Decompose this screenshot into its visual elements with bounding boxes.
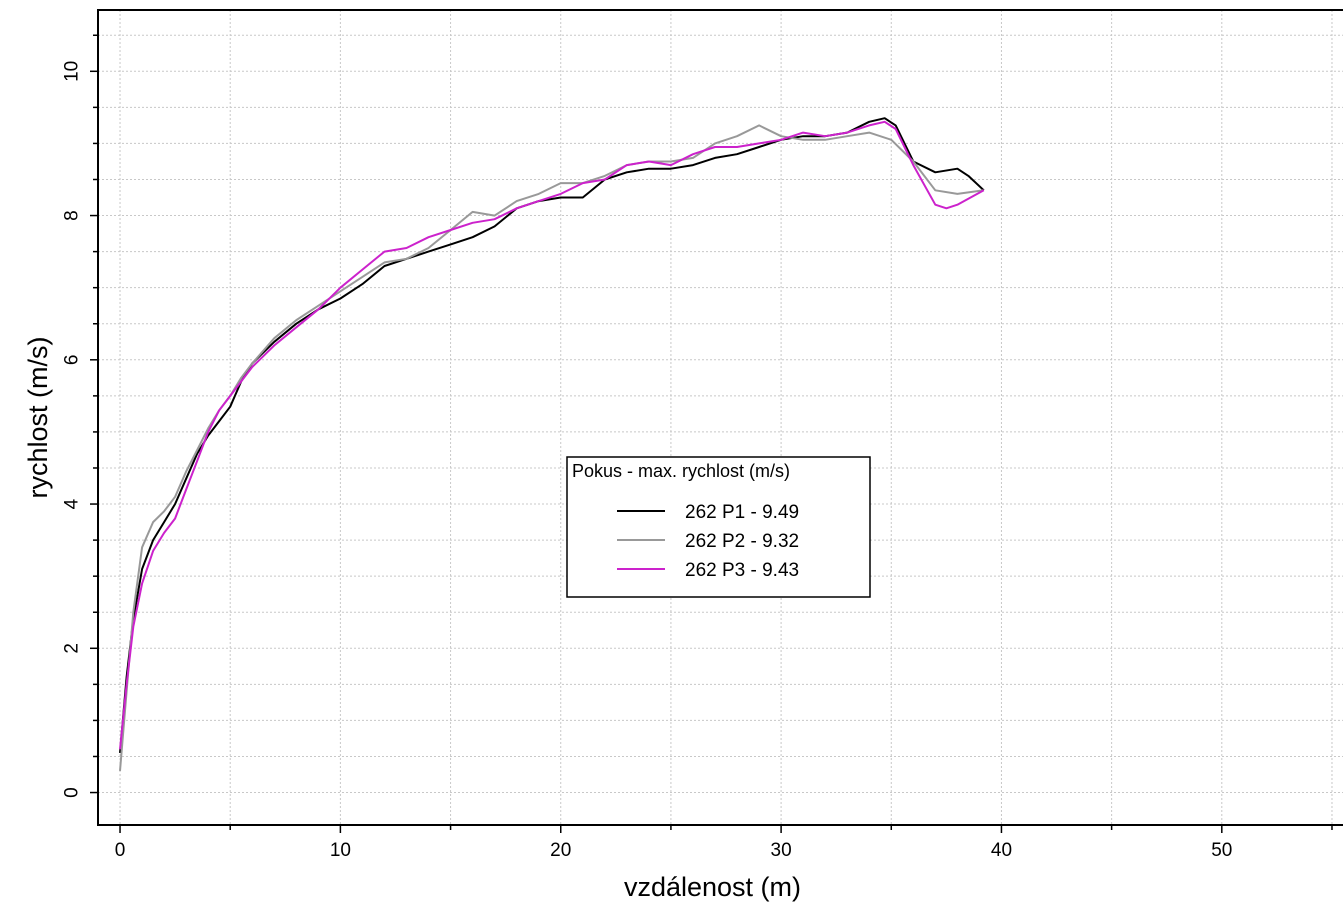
legend: Pokus - max. rychlost (m/s) 262 P1 - 9.4… bbox=[566, 456, 871, 598]
legend-label-p3: 262 P3 - 9.43 bbox=[685, 560, 799, 581]
grid bbox=[98, 10, 1343, 825]
x-tick-label: 50 bbox=[1211, 840, 1232, 861]
y-tick-label: 4 bbox=[62, 498, 83, 509]
x-axis-title: vzdálenost (m) bbox=[624, 872, 801, 902]
y-tick-label: 6 bbox=[62, 355, 83, 366]
plot-background bbox=[98, 10, 1343, 825]
legend-title: Pokus - max. rychlost (m/s) bbox=[572, 461, 790, 481]
y-tick-label: 8 bbox=[62, 210, 83, 221]
y-tick-label: 10 bbox=[62, 61, 83, 82]
x-tick-label: 20 bbox=[550, 840, 571, 861]
y-tick-label: 2 bbox=[62, 643, 83, 654]
x-tick-label: 10 bbox=[330, 840, 351, 861]
y-axis-title: rychlost (m/s) bbox=[23, 337, 53, 499]
legend-items: 262 P1 - 9.49 262 P2 - 9.32 262 P3 - 9.43 bbox=[617, 502, 799, 581]
plot-frame bbox=[97, 9, 1343, 826]
series-layer bbox=[119, 117, 985, 771]
x-tick-label: 40 bbox=[991, 840, 1012, 861]
axes: 0 10 20 30 40 50 0 2 4 6 8 10 bbox=[62, 34, 1333, 861]
series-line-p3 bbox=[119, 120, 985, 750]
x-tick-label: 0 bbox=[115, 840, 126, 861]
legend-label-p1: 262 P1 - 9.49 bbox=[685, 502, 799, 523]
y-tick-label: 0 bbox=[62, 787, 83, 798]
legend-label-p2: 262 P2 - 9.32 bbox=[685, 531, 799, 552]
x-tick-label: 30 bbox=[771, 840, 792, 861]
series-line-p2 bbox=[119, 124, 984, 771]
legend-box bbox=[566, 456, 871, 598]
